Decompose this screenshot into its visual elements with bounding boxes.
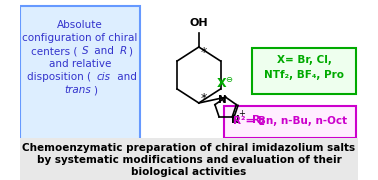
Text: Absolute: Absolute bbox=[57, 20, 103, 30]
Text: 2: 2 bbox=[258, 118, 264, 127]
Text: Chemoenzymatic preparation of chiral imidazolium salts: Chemoenzymatic preparation of chiral imi… bbox=[22, 143, 356, 153]
Text: S: S bbox=[82, 46, 88, 56]
Text: R²= Bn, n-Bu, n-Oct: R²= Bn, n-Bu, n-Oct bbox=[233, 116, 347, 126]
Text: by systematic modifications and evaluation of their: by systematic modifications and evaluati… bbox=[37, 155, 341, 165]
Text: N: N bbox=[218, 95, 226, 105]
Text: ⊖: ⊖ bbox=[225, 75, 232, 84]
Text: R: R bbox=[252, 115, 260, 125]
Text: *: * bbox=[200, 91, 206, 105]
Text: trans: trans bbox=[64, 85, 91, 95]
Text: ): ) bbox=[128, 46, 132, 56]
Text: *: * bbox=[200, 46, 206, 58]
Text: and: and bbox=[91, 46, 117, 56]
FancyBboxPatch shape bbox=[20, 138, 358, 180]
Text: configuration of chiral: configuration of chiral bbox=[22, 33, 138, 43]
FancyBboxPatch shape bbox=[253, 48, 356, 94]
Text: OH: OH bbox=[189, 18, 208, 28]
Text: centers (: centers ( bbox=[31, 46, 78, 56]
Text: N: N bbox=[231, 115, 239, 125]
Text: +: + bbox=[238, 109, 245, 118]
Text: R: R bbox=[120, 46, 127, 56]
Text: disposition (: disposition ( bbox=[27, 72, 91, 82]
Text: NTf₂, BF₄, Pro: NTf₂, BF₄, Pro bbox=[264, 70, 344, 80]
Text: ): ) bbox=[93, 85, 98, 95]
Text: cis: cis bbox=[97, 72, 111, 82]
Text: and relative: and relative bbox=[49, 59, 111, 69]
Text: X: X bbox=[216, 76, 226, 89]
FancyBboxPatch shape bbox=[224, 106, 356, 138]
Text: and: and bbox=[113, 72, 136, 82]
FancyBboxPatch shape bbox=[20, 6, 140, 140]
Text: biological activities: biological activities bbox=[132, 167, 246, 177]
Text: X= Br, Cl,: X= Br, Cl, bbox=[277, 55, 332, 65]
